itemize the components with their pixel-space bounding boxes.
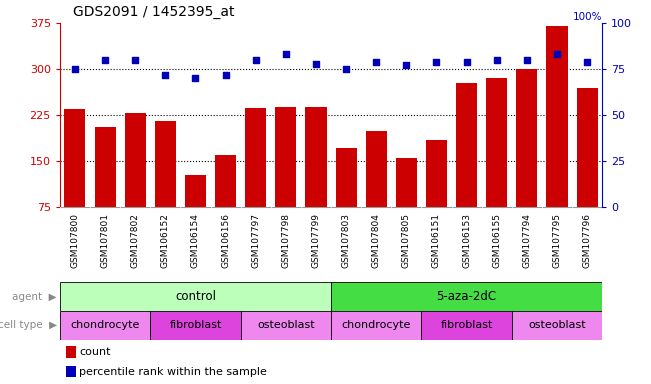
Point: [552, 51, 562, 58]
Text: chondrocyte: chondrocyte: [342, 320, 411, 331]
Text: 100%: 100%: [573, 12, 602, 22]
Bar: [331, 311, 421, 340]
Point: [100, 57, 110, 63]
Bar: [546, 26, 568, 207]
Point: [401, 62, 411, 68]
Point: [521, 57, 532, 63]
Bar: [64, 109, 85, 207]
Point: [311, 61, 321, 67]
Bar: [60, 311, 150, 340]
Bar: [577, 88, 598, 207]
Bar: [512, 311, 602, 340]
Text: control: control: [175, 290, 216, 303]
Text: GDS2091 / 1452395_at: GDS2091 / 1452395_at: [73, 5, 234, 19]
Point: [190, 75, 201, 81]
Point: [221, 71, 231, 78]
Text: GSM107795: GSM107795: [553, 214, 561, 268]
Text: GSM107800: GSM107800: [70, 214, 79, 268]
Bar: [486, 78, 507, 207]
Text: GSM107802: GSM107802: [131, 214, 140, 268]
Point: [160, 71, 171, 78]
Bar: [241, 311, 331, 340]
Text: GSM106154: GSM106154: [191, 214, 200, 268]
Point: [341, 66, 352, 72]
Bar: [275, 107, 296, 207]
Text: GSM107799: GSM107799: [311, 214, 320, 268]
Bar: [245, 108, 266, 207]
Bar: [185, 175, 206, 207]
Text: GSM106153: GSM106153: [462, 214, 471, 268]
Point: [431, 59, 441, 65]
Text: chondrocyte: chondrocyte: [70, 320, 140, 331]
Point: [462, 59, 472, 65]
Text: GSM107804: GSM107804: [372, 214, 381, 268]
Point: [70, 66, 80, 72]
Text: agent  ▶: agent ▶: [12, 291, 57, 302]
Point: [582, 59, 592, 65]
Text: GSM106151: GSM106151: [432, 214, 441, 268]
Text: fibroblast: fibroblast: [441, 320, 493, 331]
Bar: [426, 140, 447, 207]
Bar: [366, 131, 387, 207]
Text: GSM107803: GSM107803: [342, 214, 351, 268]
Bar: [124, 113, 146, 207]
Text: GSM107805: GSM107805: [402, 214, 411, 268]
Bar: [60, 282, 331, 311]
Text: GSM107798: GSM107798: [281, 214, 290, 268]
Text: osteoblast: osteoblast: [528, 320, 586, 331]
Bar: [421, 311, 512, 340]
Text: fibroblast: fibroblast: [169, 320, 221, 331]
Text: GSM107797: GSM107797: [251, 214, 260, 268]
Text: GSM106155: GSM106155: [492, 214, 501, 268]
Bar: [305, 107, 327, 207]
Bar: [94, 127, 116, 207]
Point: [492, 57, 502, 63]
Text: count: count: [79, 347, 111, 357]
Point: [281, 51, 291, 58]
Bar: [155, 121, 176, 207]
Bar: [396, 158, 417, 207]
Text: GSM107794: GSM107794: [522, 214, 531, 268]
Bar: [516, 69, 538, 207]
Bar: [150, 311, 241, 340]
Text: percentile rank within the sample: percentile rank within the sample: [79, 367, 268, 377]
Point: [371, 59, 381, 65]
Text: GSM106152: GSM106152: [161, 214, 170, 268]
Text: 5-aza-2dC: 5-aza-2dC: [437, 290, 497, 303]
Text: cell type  ▶: cell type ▶: [0, 320, 57, 331]
Bar: [215, 155, 236, 207]
Bar: [331, 282, 602, 311]
Text: GSM107796: GSM107796: [583, 214, 592, 268]
Point: [130, 57, 141, 63]
Text: osteoblast: osteoblast: [257, 320, 314, 331]
Bar: [456, 83, 477, 207]
Text: GSM107801: GSM107801: [101, 214, 109, 268]
Text: GSM106156: GSM106156: [221, 214, 230, 268]
Point: [251, 57, 261, 63]
Bar: [335, 148, 357, 207]
